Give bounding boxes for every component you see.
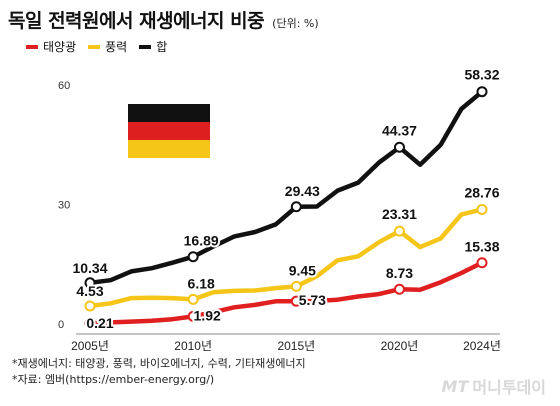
legend-swatch-total (139, 44, 152, 49)
data-label-group: 0.21 1.92 5.73 8.73 15.38 4.53 6.18 9.45 23.31 28… (70, 65, 501, 333)
marker-total-2010 (187, 251, 199, 263)
marker-wind-2020 (393, 225, 405, 237)
data-label-solar-2015: 5.73 (299, 292, 326, 308)
marker-wind-2024 (476, 203, 488, 215)
data-label-total-2020: 44.37 (382, 122, 417, 138)
legend-item-total: 합 (139, 38, 167, 55)
watermark: MT 머니투데이 (442, 374, 546, 398)
watermark-name: 머니투데이 (472, 378, 546, 397)
marker-solar-2005 (84, 317, 96, 329)
series-line-solar (87, 260, 485, 326)
flag-stripe-black (128, 104, 210, 122)
data-label-wind-2010: 6.18 (188, 275, 215, 291)
marker-wind-2010 (187, 293, 199, 305)
y-tick-label-60: 60 (58, 80, 70, 92)
x-tick-label-2010: 2010년 (174, 339, 212, 353)
legend-label-total: 합 (156, 40, 168, 54)
chart-title-block: 독일 전력원에서 재생에너지 비중 (단위: %) (8, 6, 319, 33)
data-label-wind-2005: 4.53 (76, 283, 103, 299)
marker-total-2024 (476, 86, 488, 98)
marker-solar-2024 (476, 257, 488, 269)
legend: 태양광 풍력 합 (26, 38, 179, 55)
y-tick-label-30: 30 (58, 200, 70, 212)
data-label-solar-2005: 0.21 (86, 315, 113, 331)
data-label-total-2010: 16.89 (184, 233, 219, 249)
legend-item-wind: 풍력 (88, 38, 127, 55)
footnotes: *재생에너지: 태양광, 풍력, 바이오에너지, 수력, 기타재생에너지 *자료… (12, 356, 306, 388)
legend-label-solar: 태양광 (43, 40, 77, 54)
marker-total-2005 (84, 277, 96, 289)
marker-wind-2005 (84, 300, 96, 312)
legend-item-solar: 태양광 (26, 38, 76, 55)
data-label-total-2015: 29.43 (285, 183, 320, 199)
x-tick-label-2005: 2005년 (71, 339, 109, 353)
y-axis-ticks: 0 30 60 (58, 80, 70, 331)
data-label-wind-2015: 9.45 (289, 262, 316, 278)
y-tick-label-0: 0 (58, 319, 64, 331)
unit-label: (단위: %) (272, 17, 319, 30)
chart-title: 독일 전력원에서 재생에너지 비중 (8, 10, 265, 32)
data-label-total-2005: 10.34 (72, 260, 107, 276)
x-axis-ticks: 2005년 2010년 2015년 2020년 2024년 (71, 339, 501, 353)
marker-wind-2015 (290, 280, 302, 292)
germany-flag (128, 104, 210, 158)
marker-solar-2010 (187, 310, 199, 322)
marker-solar-2020 (393, 283, 405, 295)
data-label-solar-2020: 8.73 (386, 265, 413, 281)
marker-total-2020 (393, 141, 405, 153)
x-tick-label-2024: 2024년 (463, 339, 501, 353)
legend-swatch-solar (26, 44, 38, 49)
x-tick-label-2015: 2015년 (277, 339, 315, 353)
data-label-total-2024: 58.32 (464, 67, 499, 83)
data-label-solar-2024: 15.38 (464, 239, 499, 255)
data-label-wind-2020: 23.31 (382, 206, 417, 222)
footnote-definition: *재생에너지: 태양광, 풍력, 바이오에너지, 수력, 기타재생에너지 (12, 357, 306, 370)
series-group (87, 89, 485, 326)
watermark-logo: MT (441, 376, 469, 396)
series-line-total (87, 89, 485, 286)
data-label-wind-2024: 28.76 (464, 184, 499, 200)
series-line-wind (87, 207, 485, 309)
marker-total-2015 (290, 201, 302, 213)
flag-stripe-red (128, 122, 210, 140)
legend-label-wind: 풍력 (105, 40, 128, 54)
flag-stripe-gold (128, 140, 210, 158)
marker-group (84, 86, 488, 329)
footnote-source: *자료: 엠버(https://ember-energy.org/) (12, 373, 215, 386)
marker-solar-2015 (290, 295, 302, 307)
x-tick-label-2020: 2020년 (381, 339, 419, 353)
data-label-solar-2010: 1.92 (194, 307, 221, 323)
legend-swatch-wind (88, 44, 101, 49)
